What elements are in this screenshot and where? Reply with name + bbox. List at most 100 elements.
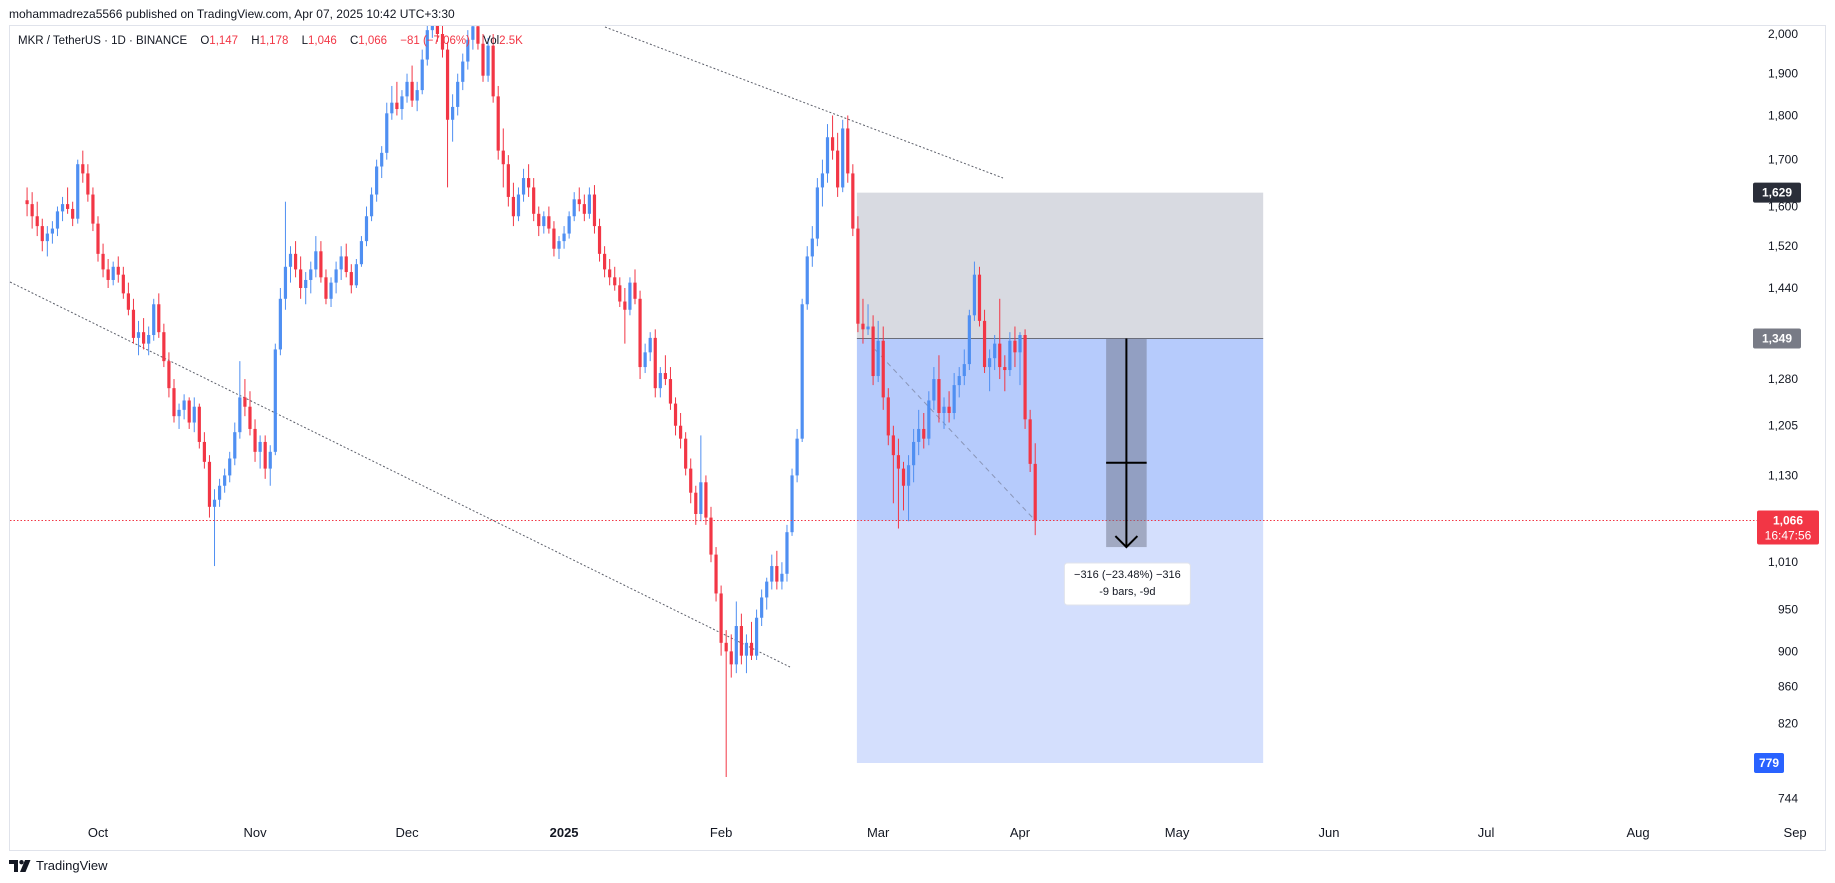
x-tick-label: Jul — [1478, 825, 1495, 840]
candle-body — [309, 269, 313, 280]
candle-body — [775, 566, 779, 582]
candle-body — [25, 200, 29, 205]
candle-body — [147, 335, 151, 344]
candle-body — [60, 204, 65, 212]
candle-body — [694, 492, 698, 514]
candle-body — [461, 61, 465, 82]
x-tick-label: Feb — [710, 825, 732, 840]
candle-body — [760, 597, 764, 618]
candle-body — [532, 187, 536, 214]
x-tick-label: Nov — [243, 825, 267, 840]
candle-body — [633, 282, 637, 299]
candle-body — [248, 406, 252, 429]
candle-body — [623, 301, 627, 310]
y-tick-label: 1,900 — [1768, 67, 1798, 81]
x-tick-label: Oct — [88, 825, 109, 840]
candle-body — [967, 315, 971, 365]
footer-brand[interactable]: TradingView — [9, 858, 108, 873]
y-tick-label: 1,800 — [1768, 108, 1798, 122]
candle-body — [527, 178, 531, 188]
x-tick-label: Sep — [1784, 825, 1807, 840]
candle-body — [369, 194, 374, 217]
price-badge — [1754, 753, 1784, 773]
candle-body — [228, 458, 232, 476]
candle-body — [501, 150, 505, 165]
symbol-legend: MKR / TetherUS · 1D · BINANCE O1,147 H1,… — [18, 35, 523, 47]
candle-body — [917, 428, 921, 442]
candle-body — [592, 194, 597, 227]
candle-body — [451, 106, 455, 120]
candle-body — [709, 517, 713, 555]
y-tick-label: 1,205 — [1768, 419, 1798, 433]
candle-body — [30, 204, 34, 217]
candle-body — [749, 642, 754, 656]
candle-body — [263, 441, 267, 469]
candle-body — [567, 216, 571, 234]
candle-body — [116, 266, 120, 275]
candle-body — [922, 428, 926, 439]
y-tick-label: 860 — [1778, 680, 1798, 694]
candle-body — [506, 164, 510, 197]
candle-body — [851, 173, 855, 229]
candle-body — [901, 468, 906, 486]
candle-body — [334, 269, 338, 283]
candle-body — [329, 282, 333, 299]
candle-body — [952, 385, 956, 414]
candle-body — [243, 397, 247, 407]
candle-body — [420, 59, 424, 91]
candle-body — [415, 90, 419, 101]
price-badge-countdown: 16:47:56 — [1765, 528, 1812, 542]
candle-body — [136, 332, 141, 338]
candle-body — [765, 581, 769, 598]
candle-body — [253, 428, 257, 452]
price-badge-label: 779 — [1759, 756, 1779, 770]
candle-body — [1033, 463, 1037, 521]
candle-body — [445, 49, 450, 120]
symbol-name: MKR / TetherUS · 1D · BINANCE — [18, 35, 188, 47]
measure-label-bars: -9 bars, -9d — [1099, 586, 1155, 598]
candle-body — [810, 238, 814, 257]
candle-body — [754, 617, 759, 656]
candle-body — [982, 320, 987, 368]
candle-body — [648, 337, 652, 353]
candle-body — [678, 425, 683, 439]
candle-body — [238, 397, 242, 433]
candle-body — [557, 241, 561, 249]
candle-body — [820, 173, 825, 188]
measure-label-box — [1063, 562, 1191, 606]
candle-body — [212, 499, 217, 507]
volume-value: 2.5K — [499, 35, 523, 47]
candle-body — [207, 461, 212, 507]
candle-body — [795, 438, 799, 476]
candle-body — [1008, 340, 1012, 371]
candle-body — [871, 326, 875, 377]
candle-body — [187, 400, 191, 423]
candle-body — [354, 264, 358, 286]
candle-body — [582, 204, 586, 214]
candle-body — [881, 340, 885, 398]
candle-body — [663, 373, 667, 380]
close-label: C — [349, 35, 359, 47]
candle-body — [587, 194, 592, 214]
candle-body — [608, 269, 612, 278]
candle-body — [628, 282, 632, 310]
candle-body — [927, 400, 931, 439]
candle-body — [724, 642, 728, 652]
candle-body — [572, 199, 576, 217]
footer-brand-label: TradingView — [36, 858, 108, 873]
candle-body — [217, 485, 222, 500]
candle-body — [643, 352, 647, 368]
chart-frame[interactable] — [9, 25, 1826, 851]
candle-body — [197, 406, 201, 442]
volume-label: Vol — [483, 35, 500, 47]
candle-body — [962, 364, 966, 377]
y-tick-label: 1,440 — [1768, 281, 1798, 295]
candle-body — [957, 376, 961, 386]
profit-zone — [856, 520, 1264, 763]
candle-body — [861, 323, 865, 330]
candle-body — [395, 102, 399, 110]
candle-body — [511, 196, 516, 217]
candle-body — [906, 465, 911, 486]
y-tick-label: 1,600 — [1768, 200, 1798, 214]
